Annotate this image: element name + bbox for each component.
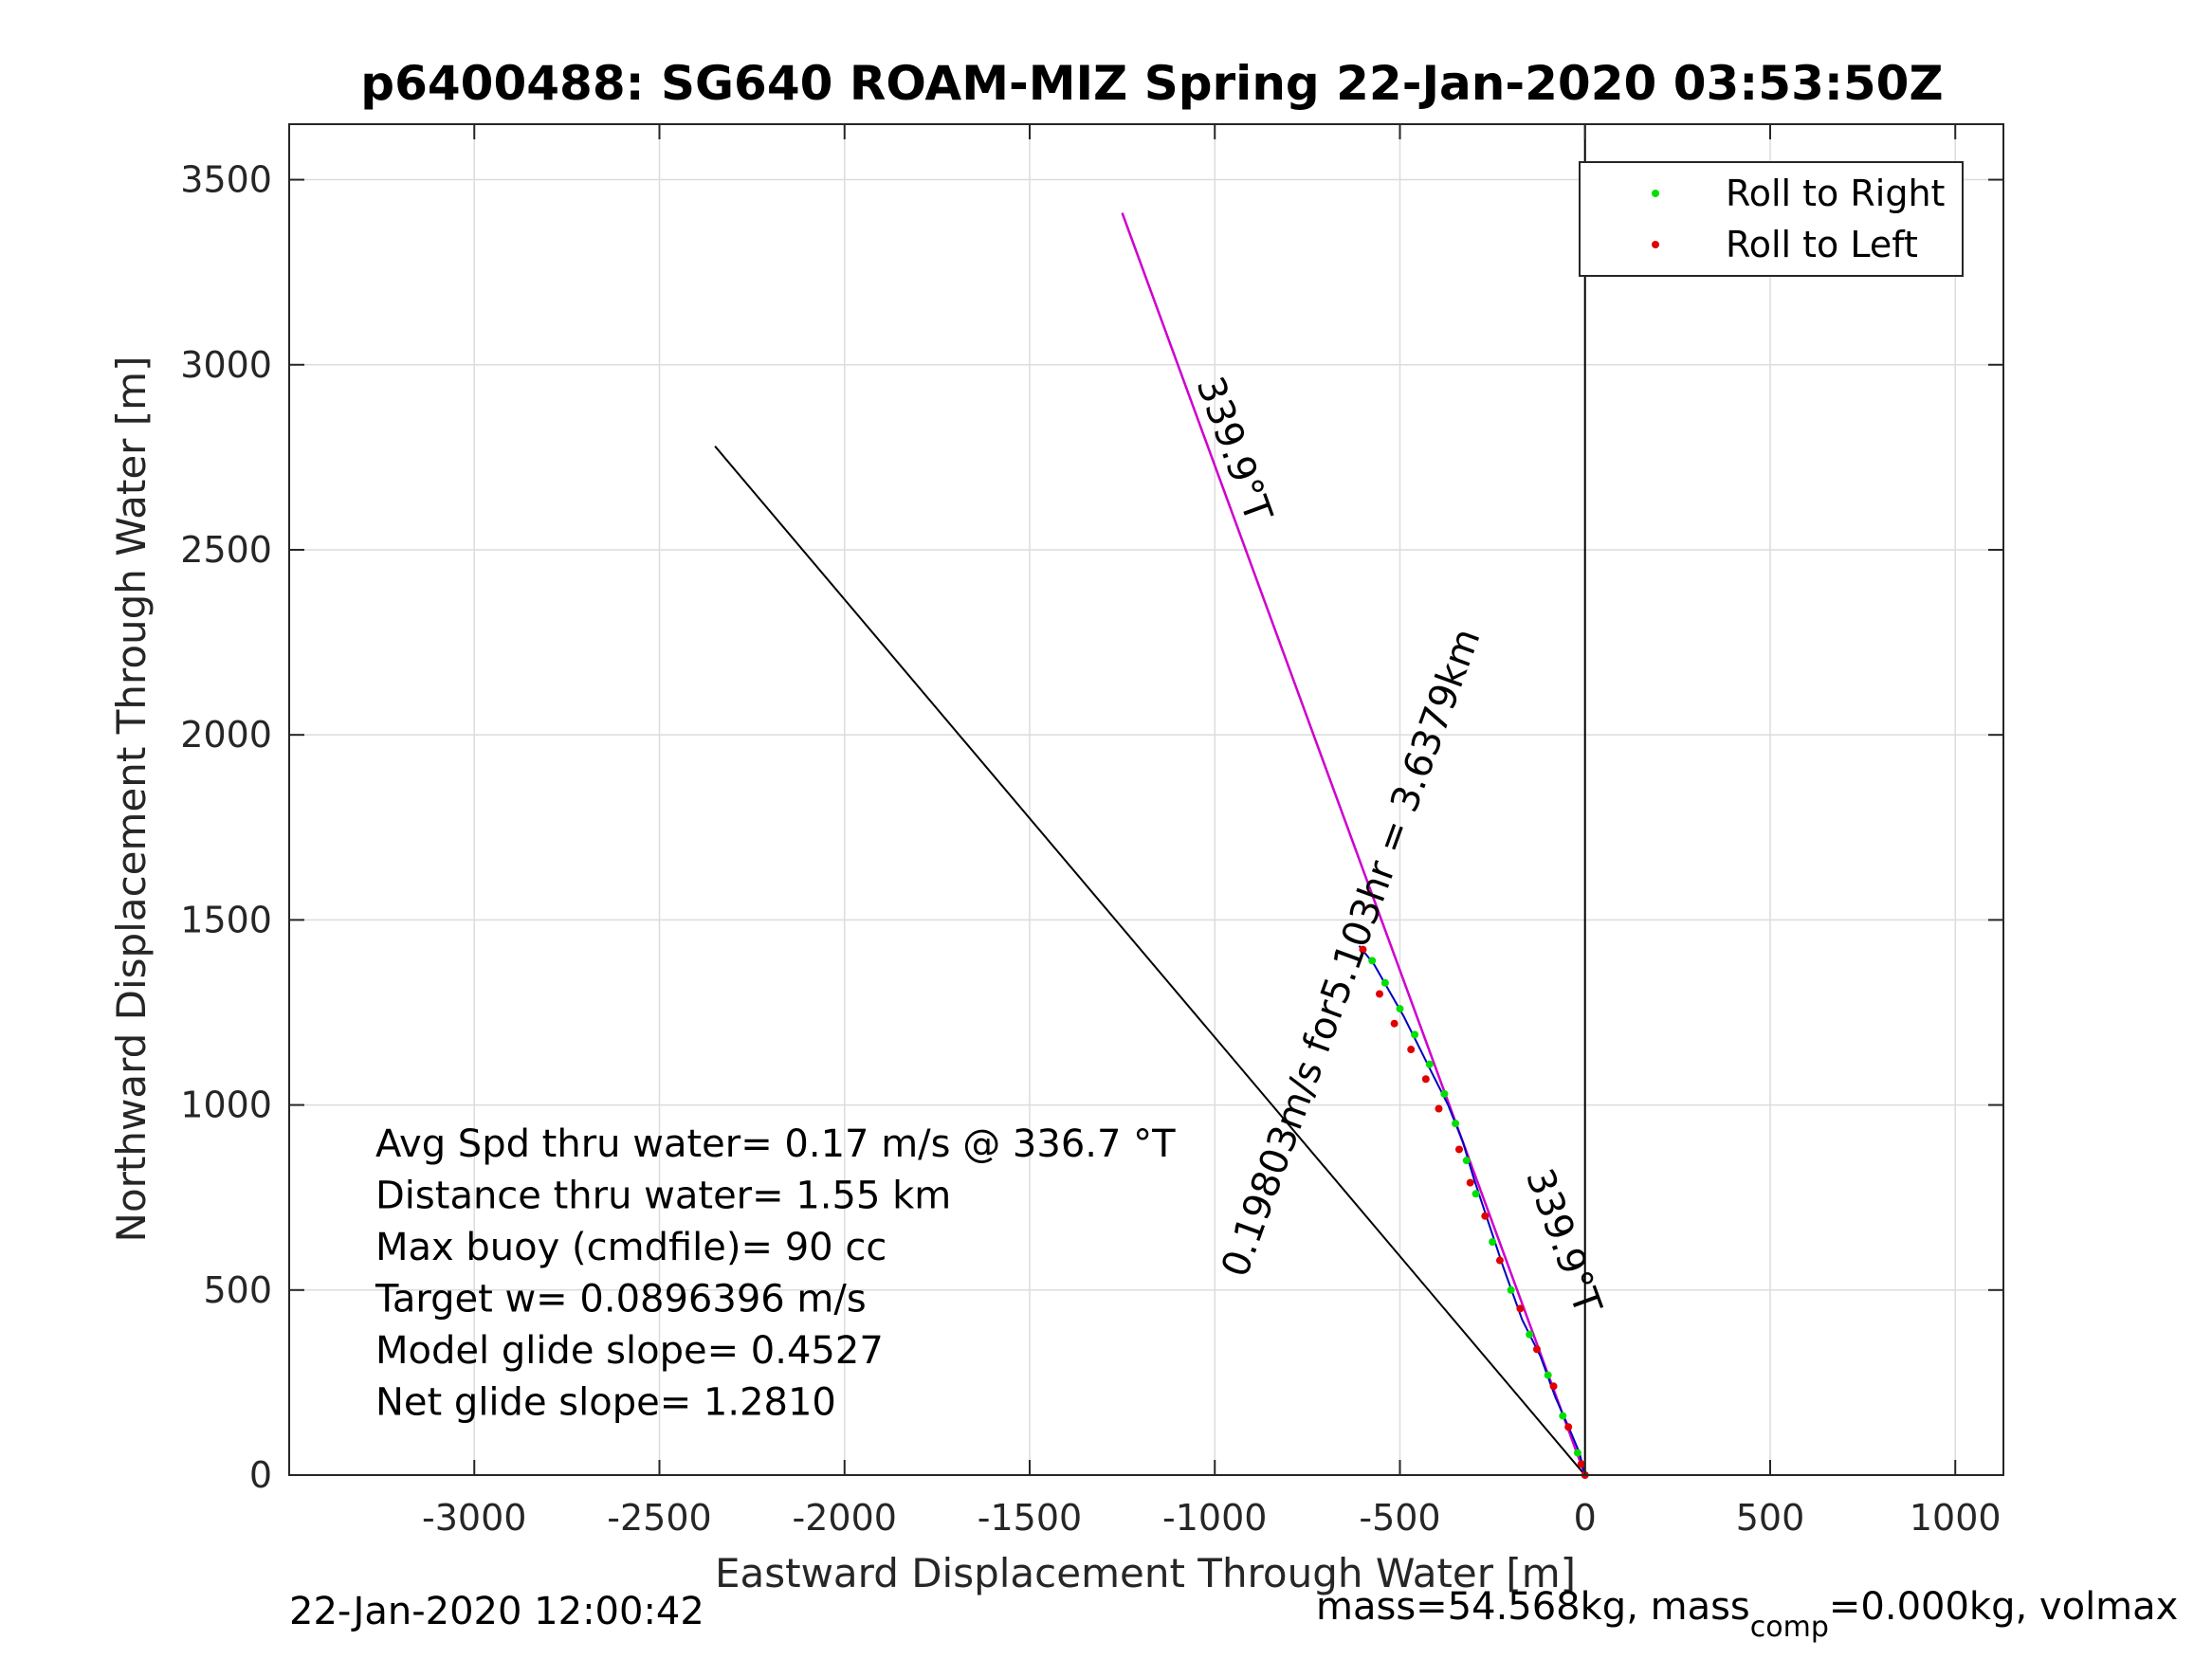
roll-left-point xyxy=(1549,1382,1558,1391)
roll-left-point xyxy=(1577,1460,1585,1468)
annotation-line: Distance thru water= 1.55 km xyxy=(375,1175,951,1218)
x-tick-label: 0 xyxy=(1574,1497,1597,1539)
y-tick-label: 2500 xyxy=(180,529,272,571)
y-tick-label: 1500 xyxy=(180,899,272,940)
y-tick-label: 0 xyxy=(249,1454,272,1496)
roll-left-point xyxy=(1481,1212,1490,1220)
legend-label-roll-right: Roll to Right xyxy=(1726,173,1945,214)
roll-left-point xyxy=(1495,1256,1504,1265)
roll-left-point xyxy=(1532,1345,1541,1354)
y-tick-label: 3500 xyxy=(180,159,272,201)
y-tick-label: 1000 xyxy=(180,1085,272,1126)
roll-right-point xyxy=(1452,1120,1460,1128)
x-axis-ticks: -3000 -2500 -2000 -1500 -1000 -500 0 500 1000 xyxy=(422,124,2002,1539)
roll-right-point xyxy=(1544,1371,1552,1379)
roll-right-point xyxy=(1440,1089,1449,1098)
x-tick-label: -3000 xyxy=(422,1497,526,1539)
roll-markers xyxy=(1359,945,1589,1479)
roll-right-point xyxy=(1396,1005,1404,1013)
roll-right-point xyxy=(1573,1449,1581,1457)
y-tick-label: 3000 xyxy=(180,344,272,386)
x-axis-label: Eastward Displacement Through Water [m] xyxy=(715,1550,1576,1596)
x-tick-label: -1500 xyxy=(978,1497,1082,1539)
y-tick-label: 2000 xyxy=(180,714,272,756)
roll-left-point xyxy=(1376,990,1384,998)
roll-left-point xyxy=(1390,1019,1398,1028)
roll-right-point xyxy=(1380,978,1389,987)
x-tick-label: 1000 xyxy=(1910,1497,2002,1539)
annotation-line: Model glide slope= 0.4527 xyxy=(375,1329,884,1373)
stats-annotations: Avg Spd thru water= 0.17 m/s @ 336.7 °T D… xyxy=(375,1122,1176,1425)
roll-left-point xyxy=(1516,1304,1525,1313)
roll-left-point xyxy=(1454,1145,1463,1154)
x-tick-label: -500 xyxy=(1359,1497,1440,1539)
roll-left-point xyxy=(1421,1075,1430,1084)
roll-right-point xyxy=(1411,1030,1419,1039)
roll-left-point xyxy=(1564,1423,1573,1431)
annotation-line: Net glide slope= 1.2810 xyxy=(375,1381,836,1425)
roll-left-point xyxy=(1466,1178,1474,1187)
line-labels: 339.9°T0.19803m/s for5.103hr = 3.6379km 3… xyxy=(1188,372,1610,1321)
annotation-line: Max buoy (cmdfile)= 90 cc xyxy=(375,1226,887,1269)
roll-right-point xyxy=(1507,1285,1515,1294)
y-axis-label: Northward Displacement Through Water [m] xyxy=(108,356,155,1243)
legend: Roll to Right Roll to Left xyxy=(1579,161,1964,277)
legend-box xyxy=(1579,161,1964,277)
x-tick-label: -1000 xyxy=(1162,1497,1267,1539)
roll-right-point xyxy=(1425,1060,1434,1068)
footer-mass-info: mass=54.568kg, masscomp=0.000kg, volmax xyxy=(1316,1585,2178,1644)
line-label: 0.19803m/s for5.103hr = 3.6379km xyxy=(1214,623,1490,1283)
line-label: 339.9°T xyxy=(1188,372,1281,529)
annotation-line: Avg Spd thru water= 0.17 m/s @ 336.7 °T xyxy=(375,1122,1176,1166)
roll-right-point xyxy=(1526,1330,1534,1339)
legend-marker-roll-right xyxy=(1652,190,1659,197)
x-tick-label: -2000 xyxy=(793,1497,897,1539)
roll-right-point xyxy=(1559,1412,1567,1420)
trajectory-line-3 xyxy=(1121,212,1586,1476)
roll-right-point xyxy=(1472,1190,1480,1198)
line-label: 339.9°T xyxy=(1517,1163,1610,1321)
y-tick-label: 500 xyxy=(203,1269,272,1311)
plot-area-frame xyxy=(288,123,2004,1476)
roll-left-point xyxy=(1407,1046,1416,1054)
trajectory-lines xyxy=(714,124,1586,1476)
footer-timestamp: 22-Jan-2020 12:00:42 xyxy=(289,1590,704,1633)
roll-left-point xyxy=(1359,945,1367,954)
x-tick-label: -2500 xyxy=(607,1497,711,1539)
roll-left-point xyxy=(1435,1104,1443,1113)
roll-right-point xyxy=(1368,957,1377,965)
y-axis-ticks: 0 500 1000 1500 2000 2500 3000 3500 xyxy=(180,159,2003,1496)
annotation-line: Target w= 0.0896396 m/s xyxy=(375,1278,867,1322)
legend-marker-roll-left xyxy=(1652,241,1659,248)
roll-right-point xyxy=(1489,1238,1497,1247)
chart-title: p6400488: SG640 ROAM-MIZ Spring 22-Jan-2… xyxy=(360,56,1943,111)
x-tick-label: 500 xyxy=(1736,1497,1805,1539)
trajectory-line-1 xyxy=(714,446,1586,1476)
legend-label-roll-left: Roll to Left xyxy=(1726,224,1918,265)
grid-lines xyxy=(289,124,2003,1476)
roll-right-point xyxy=(1462,1157,1471,1165)
